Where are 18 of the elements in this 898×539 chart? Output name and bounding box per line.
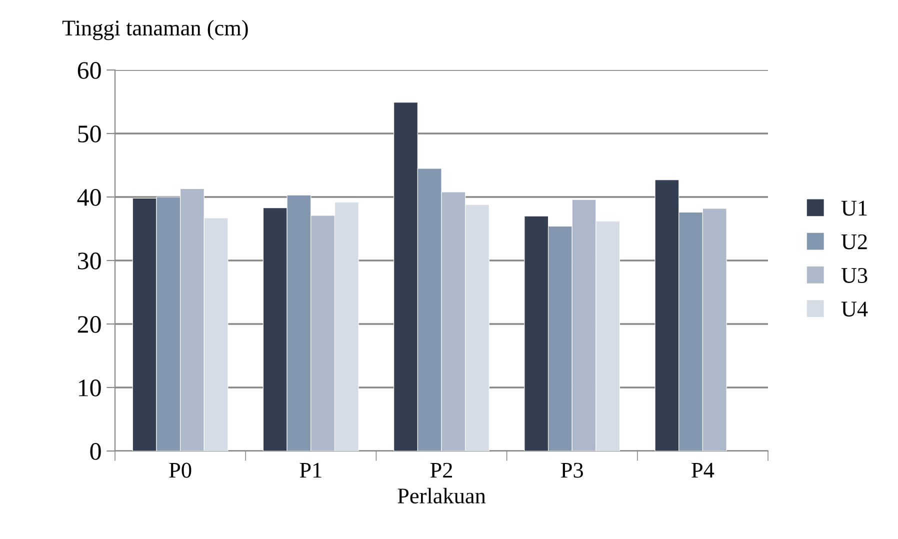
legend-label: U1 (841, 200, 867, 216)
x-axis-title: Perlakuan (398, 488, 486, 504)
x-tick-label: P0 (169, 462, 192, 478)
y-tick-label: 10 (79, 380, 101, 396)
x-tick-label: P2 (430, 462, 452, 478)
y-tick-label: 20 (78, 316, 101, 333)
y-axis-title: Tinggi tanaman (cm) (62, 20, 248, 40)
legend-label: U4 (841, 302, 868, 317)
y-tick-label: 40 (77, 189, 101, 206)
y-tick-label: 30 (78, 252, 101, 270)
legend-label: U2 (841, 234, 867, 250)
legend-label: U3 (841, 268, 868, 283)
x-tick-label: P4 (692, 462, 714, 478)
y-tick-label: 60 (78, 62, 101, 79)
x-tick-label: P3 (561, 462, 583, 478)
y-tick-label: 50 (78, 126, 101, 142)
x-tick-label: P1 (300, 462, 322, 478)
y-tick-label: 0 (90, 443, 101, 460)
